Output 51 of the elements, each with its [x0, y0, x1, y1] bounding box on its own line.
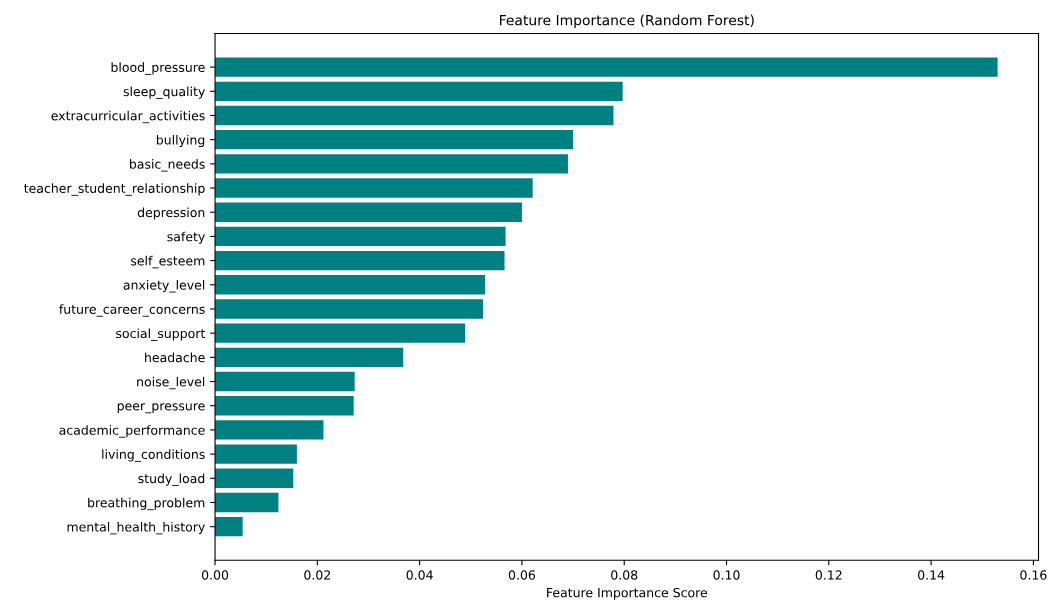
y-tick-label: social_support — [116, 328, 206, 341]
y-tick-label: self_esteem — [131, 255, 205, 269]
y-tick-label: mental_health_history — [67, 521, 205, 535]
x-tick-label: 0.14 — [918, 570, 945, 580]
y-tick-label: safety — [167, 231, 205, 244]
y-tick-label: sleep_quality — [123, 86, 205, 99]
y-tick-label: extracurricular_activities — [51, 110, 205, 124]
y-tick-label: breathing_problem — [88, 497, 205, 511]
y-tick-label: basic_needs — [130, 159, 205, 172]
bar — [215, 371, 355, 392]
bar — [215, 275, 486, 295]
bar — [215, 250, 505, 271]
bar — [215, 396, 354, 416]
bar — [215, 420, 324, 440]
bar — [215, 202, 522, 222]
bar — [215, 178, 533, 198]
x-tick-label: 0.16 — [1020, 570, 1047, 580]
y-tick-label: bullying — [156, 134, 205, 148]
bar — [215, 492, 279, 513]
y-tick-label: teacher_student_relationship — [24, 183, 205, 196]
x-tick-label: 0.08 — [611, 570, 638, 580]
y-tick-label: peer_pressure — [117, 403, 205, 414]
x-tick-label: 0.02 — [304, 570, 330, 580]
bar — [215, 299, 484, 319]
bar — [215, 516, 243, 537]
x-axis-title: Feature Importance Score — [547, 587, 708, 600]
bar — [215, 81, 623, 101]
y-tick-label: blood_pressure — [111, 62, 205, 75]
bar — [215, 154, 568, 174]
x-tick-label: 0.12 — [815, 570, 842, 580]
y-tick-label: depression — [137, 207, 205, 220]
y-tick-label: headache — [145, 352, 205, 363]
x-tick-label: 0.06 — [508, 570, 536, 580]
bar — [215, 105, 614, 126]
y-tick-label: future_career_concerns — [59, 304, 205, 317]
y-tick-label: academic_performance — [59, 425, 205, 438]
x-tick-label: 0.04 — [406, 570, 433, 580]
y-tick-label: study_load — [138, 473, 205, 486]
bar — [215, 57, 998, 77]
y-tick-label: noise_level — [137, 376, 205, 390]
y-tick-label: living_conditions — [102, 449, 205, 462]
x-tick-label: 0.10 — [713, 570, 740, 580]
bar — [215, 226, 506, 247]
bar — [215, 130, 574, 150]
x-tick-label: 0.00 — [201, 570, 229, 580]
bar — [215, 468, 294, 488]
bar — [215, 323, 466, 343]
y-tick-label: anxiety_level — [123, 280, 205, 293]
bar — [215, 347, 404, 368]
chart-title: Feature Importance (Random Forest) — [500, 14, 754, 29]
bar — [215, 444, 297, 464]
